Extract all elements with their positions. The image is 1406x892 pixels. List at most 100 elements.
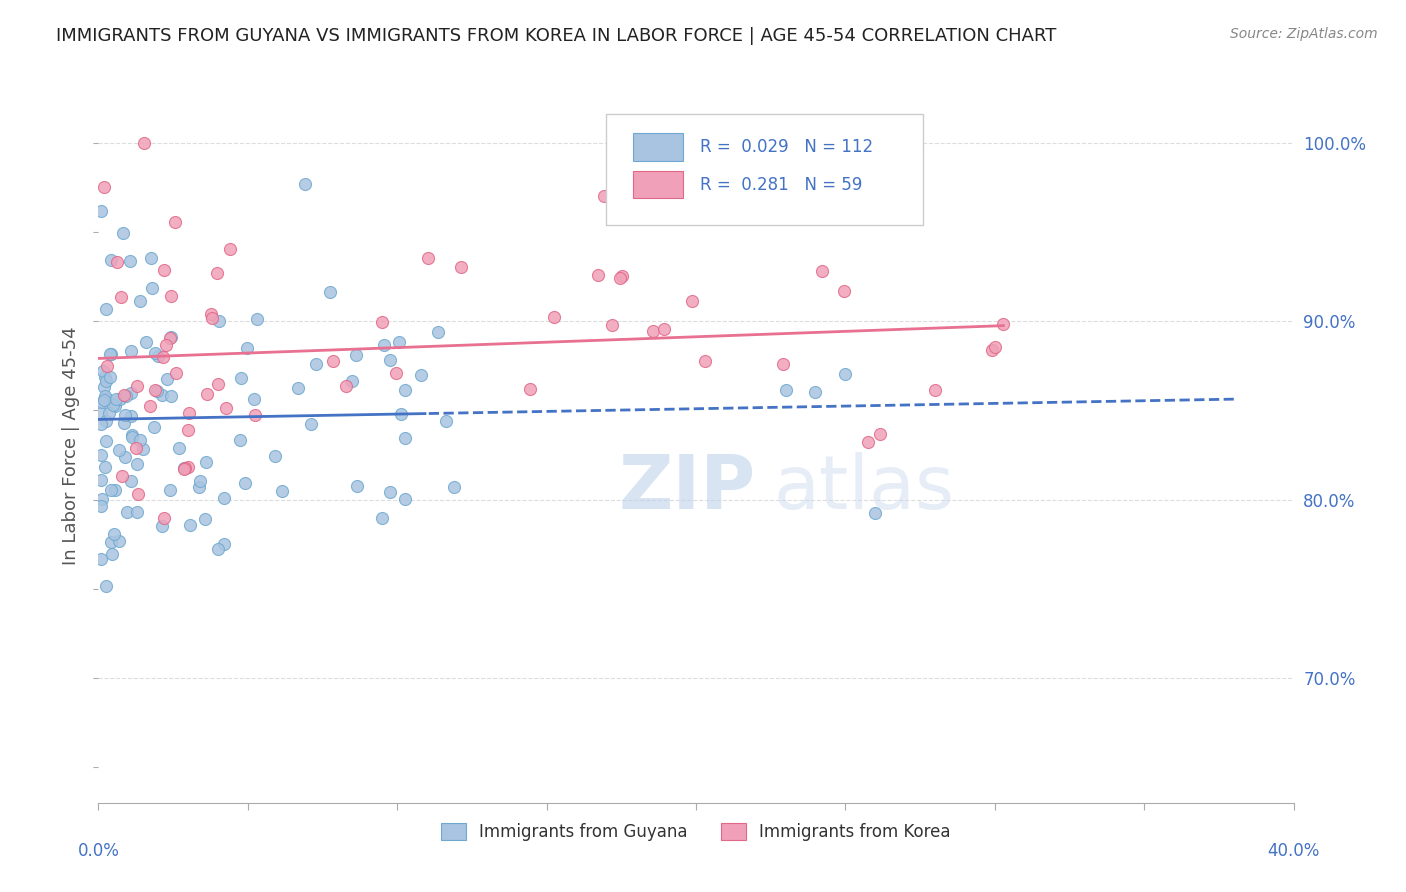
- FancyBboxPatch shape: [633, 171, 683, 198]
- Point: [834, 367, 856, 381]
- Point: [294, 178, 316, 192]
- Point: [610, 268, 633, 283]
- Text: 40.0%: 40.0%: [1267, 842, 1320, 860]
- Text: Source: ZipAtlas.com: Source: ZipAtlas.com: [1230, 27, 1378, 41]
- Point: [219, 242, 242, 256]
- Point: [120, 344, 142, 359]
- Point: [111, 227, 134, 241]
- Point: [245, 408, 267, 422]
- Point: [108, 534, 131, 549]
- Point: [125, 379, 148, 393]
- Point: [127, 487, 149, 501]
- Point: [100, 483, 122, 497]
- Point: [115, 505, 138, 519]
- Point: [152, 263, 174, 277]
- Point: [91, 364, 114, 378]
- Point: [980, 343, 1002, 357]
- Point: [90, 473, 112, 487]
- Point: [340, 374, 363, 388]
- Point: [200, 307, 222, 321]
- Point: [114, 408, 136, 422]
- Point: [104, 399, 127, 413]
- Point: [371, 315, 394, 329]
- Point: [96, 302, 118, 317]
- Point: [93, 392, 115, 407]
- Point: [215, 401, 238, 415]
- Point: [90, 500, 112, 514]
- Point: [96, 392, 118, 406]
- Point: [120, 409, 142, 423]
- Point: [270, 484, 292, 499]
- Point: [156, 372, 179, 386]
- Point: [346, 479, 368, 493]
- Point: [96, 579, 118, 593]
- Point: [177, 459, 200, 474]
- Point: [681, 293, 703, 308]
- Point: [94, 388, 117, 402]
- Point: [142, 419, 165, 434]
- Point: [236, 341, 259, 355]
- Point: [98, 347, 121, 361]
- Point: [163, 215, 186, 229]
- Point: [385, 367, 408, 381]
- Point: [865, 506, 887, 520]
- Point: [173, 461, 195, 475]
- Point: [177, 406, 200, 420]
- Point: [600, 318, 623, 332]
- Point: [114, 450, 136, 464]
- Point: [287, 381, 309, 395]
- Point: [159, 483, 181, 498]
- Point: [229, 433, 252, 447]
- Point: [588, 268, 610, 283]
- Point: [143, 346, 166, 360]
- Point: [90, 417, 112, 432]
- Point: [305, 357, 328, 371]
- Point: [243, 392, 266, 406]
- Point: [91, 492, 114, 507]
- Point: [125, 442, 148, 456]
- Point: [378, 484, 401, 499]
- Point: [426, 326, 449, 340]
- Point: [984, 339, 1007, 353]
- Point: [120, 254, 142, 268]
- Point: [409, 368, 432, 382]
- Point: [159, 331, 181, 345]
- Point: [152, 350, 174, 364]
- Point: [94, 414, 117, 428]
- Point: [322, 354, 344, 368]
- Point: [90, 395, 112, 409]
- Legend: Immigrants from Guyana, Immigrants from Korea: Immigrants from Guyana, Immigrants from …: [434, 816, 957, 848]
- Point: [121, 430, 143, 444]
- Text: ZIP: ZIP: [619, 452, 755, 525]
- Point: [128, 433, 150, 447]
- Point: [212, 491, 235, 505]
- Point: [135, 335, 157, 350]
- Point: [207, 377, 229, 392]
- Point: [388, 335, 411, 350]
- Point: [811, 264, 834, 278]
- Point: [101, 547, 124, 561]
- Text: atlas: atlas: [773, 452, 955, 525]
- Point: [160, 389, 183, 403]
- Point: [229, 371, 252, 385]
- Text: 0.0%: 0.0%: [77, 842, 120, 860]
- Point: [111, 469, 134, 483]
- Point: [609, 270, 631, 285]
- Point: [543, 310, 565, 324]
- Point: [139, 251, 162, 265]
- Point: [188, 474, 211, 488]
- Point: [641, 324, 664, 338]
- Point: [105, 392, 128, 406]
- Point: [139, 400, 162, 414]
- Point: [146, 349, 169, 363]
- Point: [443, 480, 465, 494]
- Point: [120, 385, 142, 400]
- Point: [804, 385, 827, 400]
- Point: [103, 527, 125, 541]
- Point: [373, 338, 395, 352]
- Point: [98, 369, 121, 384]
- Point: [115, 388, 138, 402]
- Point: [131, 442, 153, 456]
- Point: [90, 448, 112, 462]
- Point: [100, 252, 122, 267]
